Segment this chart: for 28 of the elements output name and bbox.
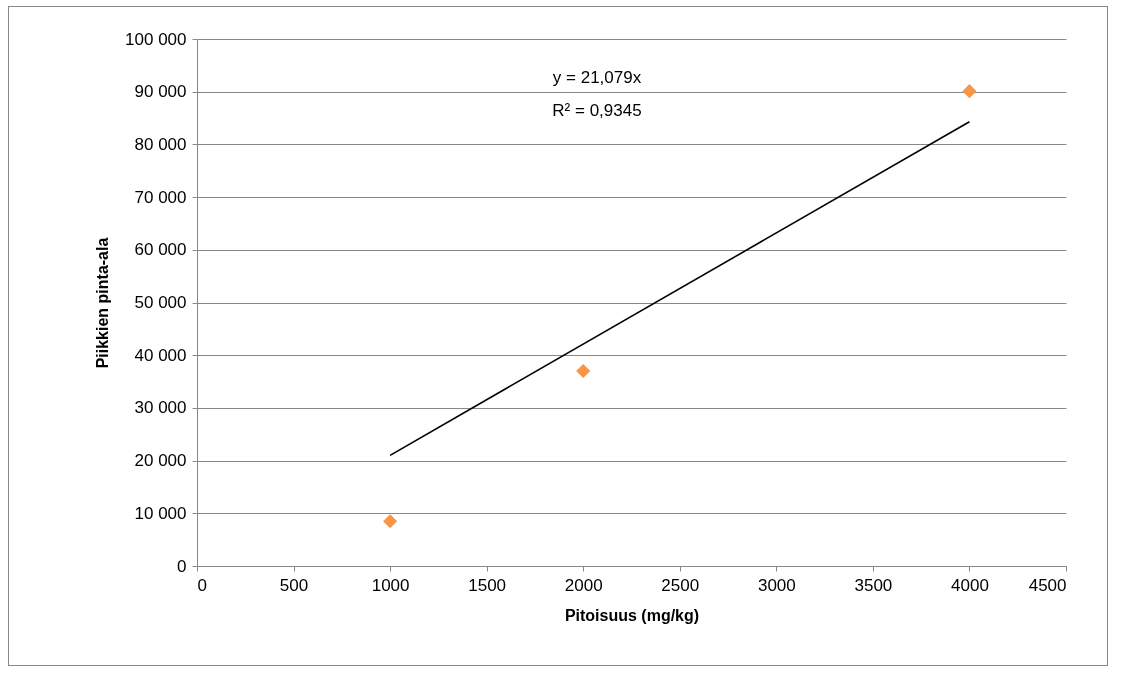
y-tick-label: 60 000 [134,240,187,260]
y-tick-label: 40 000 [134,345,187,365]
x-tick-label: 4000 [951,575,989,595]
y-tick-label: 80 000 [134,134,187,154]
y-tick-label: 100 000 [125,29,187,49]
x-tick-label: 4500 [1028,575,1067,595]
y-axis-title: Piikkien pinta-ala [94,237,112,369]
y-tick-label: 10 000 [134,503,187,523]
y-tick-label: 70 000 [134,187,187,207]
point [576,363,591,379]
y-tick-label: 20 000 [134,451,187,471]
point [962,84,977,99]
y-tick-label: 30 000 [134,398,187,418]
x-tick-label: 1000 [371,575,410,595]
x-tick-label: 3500 [854,575,893,595]
annotation: R² = 0,9345 [552,101,642,120]
x-tick-label: 0 [197,575,207,595]
x-tick-label: 3000 [757,575,796,595]
y-tick-label: 0 [177,556,187,576]
x-tick-label: 2000 [564,575,603,595]
x-tick-label: 2500 [661,575,700,595]
annotation: y = 21,079x [552,68,642,87]
point [383,514,398,529]
y-tick-label: 50 000 [134,293,187,312]
x-tick-label: 1500 [468,575,507,595]
x-axis-title: Pitoisuus (mg/kg) [564,606,700,624]
x-tick-label: 500 [279,575,309,595]
y-tick-label: 90 000 [134,82,187,102]
